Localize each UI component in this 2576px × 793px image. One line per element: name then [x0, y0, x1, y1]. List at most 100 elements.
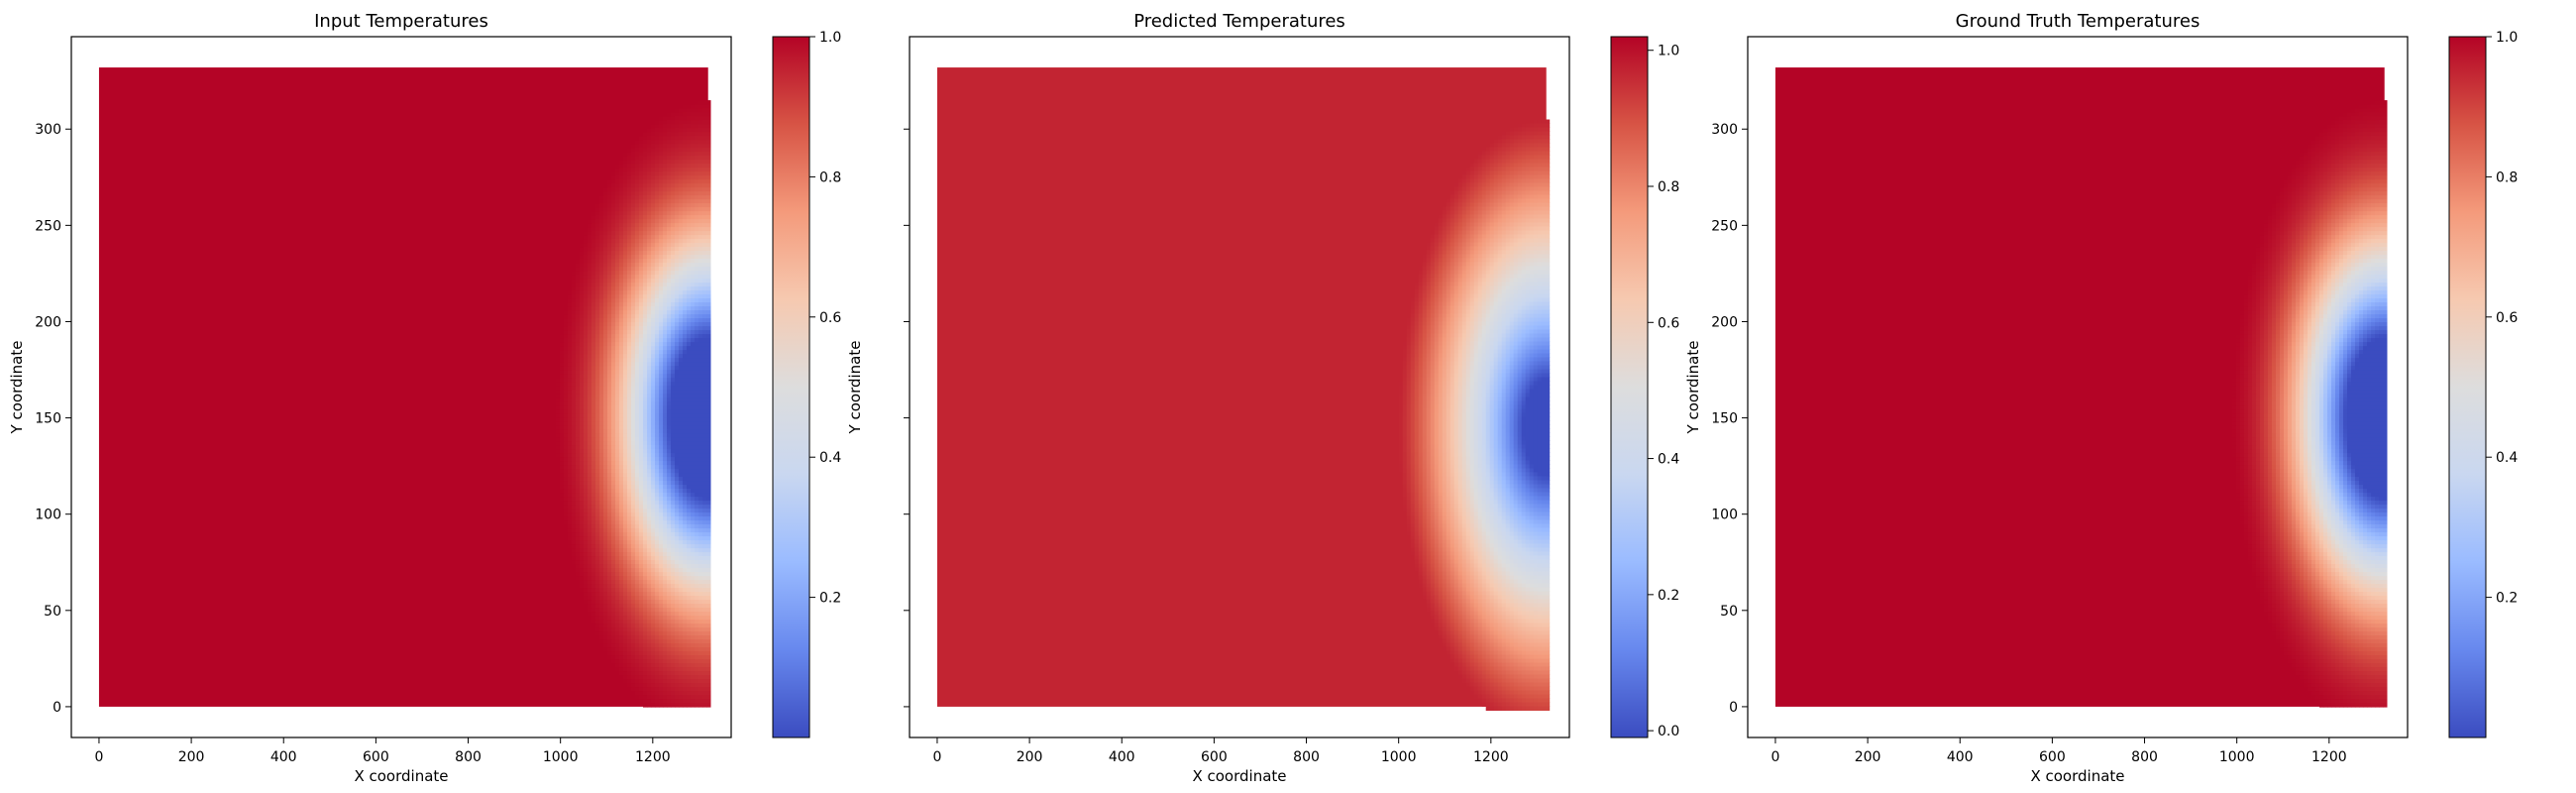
- heatmap-cell: [683, 267, 688, 272]
- heatmap-cell: [702, 338, 707, 343]
- heatmap-cell: [572, 441, 577, 446]
- heatmap-cell: [643, 643, 648, 648]
- heatmap-cell: [663, 120, 668, 125]
- heatmap-cell: [683, 104, 688, 109]
- heatmap-cell: [695, 231, 699, 236]
- heatmap-cell: [615, 429, 620, 434]
- heatmap-cell: [1541, 119, 1547, 124]
- heatmap-cell: [556, 429, 561, 434]
- heatmap-cell: [619, 604, 624, 609]
- heatmap-cell: [671, 437, 676, 442]
- heatmap-cell: [643, 683, 648, 688]
- heatmap-cell: [627, 275, 632, 280]
- heatmap-cell: [679, 314, 684, 319]
- heatmap-cell: [560, 366, 565, 371]
- heatmap-cell: [603, 318, 608, 323]
- heatmap-cell: [607, 263, 612, 268]
- heatmap-cell: [683, 302, 688, 307]
- heatmap-cell: [647, 588, 652, 593]
- heatmap-cell: [706, 156, 711, 161]
- heatmap-cell: [631, 536, 636, 541]
- heatmap-cell: [663, 695, 668, 700]
- heatmap-cell: [584, 461, 589, 466]
- heatmap-cell: [572, 449, 577, 454]
- heatmap-cell: [698, 302, 703, 307]
- heatmap-cell: [655, 397, 660, 402]
- heatmap-cell: [603, 326, 608, 331]
- heatmap-cell: [643, 469, 648, 474]
- heatmap-cell: [695, 457, 699, 462]
- heatmap-cell: [695, 179, 699, 184]
- heatmap-cell: [679, 501, 684, 506]
- heatmap-cell: [568, 302, 573, 307]
- heatmap-cell: [706, 286, 711, 291]
- heatmap-cell: [702, 366, 707, 371]
- heatmap-cell: [591, 334, 596, 339]
- heatmap-cell: [576, 473, 581, 478]
- heatmap-cell: [667, 580, 672, 585]
- heatmap-cell: [584, 255, 589, 260]
- heatmap-cell: [623, 493, 628, 498]
- heatmap-cell: [702, 433, 707, 438]
- heatmap-cell: [698, 425, 703, 430]
- heatmap-cell: [675, 164, 680, 169]
- heatmap-cell: [683, 481, 688, 486]
- heatmap-cell: [631, 540, 636, 545]
- heatmap-cell: [706, 612, 711, 617]
- heatmap-cell: [615, 275, 620, 280]
- heatmap-cell: [619, 283, 624, 287]
- heatmap-cell: [655, 179, 660, 184]
- heatmap-cell: [607, 453, 612, 458]
- heatmap-cell: [702, 421, 707, 426]
- heatmap-cell: [698, 687, 703, 692]
- heatmap-cell: [580, 417, 585, 422]
- heatmap-cell: [695, 100, 699, 105]
- heatmap-cell: [611, 302, 616, 307]
- heatmap-cell: [691, 338, 696, 343]
- heatmap-cell: [687, 505, 692, 510]
- heatmap-cell: [679, 271, 684, 276]
- heatmap-cell: [580, 501, 585, 506]
- heatmap-cell: [667, 179, 672, 184]
- heatmap-cell: [611, 175, 616, 180]
- heatmap-cell: [675, 350, 680, 355]
- heatmap-cell: [706, 342, 711, 347]
- heatmap-cell: [691, 223, 696, 228]
- heatmap-cell: [671, 544, 676, 549]
- heatmap-cell: [639, 584, 644, 589]
- heatmap-cell: [679, 112, 684, 117]
- heatmap-cell: [599, 330, 604, 335]
- heatmap-cell: [691, 294, 696, 299]
- heatmap-cell: [572, 366, 577, 371]
- heatmap-cell: [603, 453, 608, 458]
- heatmap-cell: [576, 453, 581, 458]
- heatmap-cell: [698, 683, 703, 688]
- heatmap-cell: [603, 560, 608, 565]
- heatmap-cell: [615, 616, 620, 621]
- heatmap-cell: [611, 505, 616, 510]
- heatmap-cell: [619, 362, 624, 367]
- heatmap-cell: [651, 120, 656, 125]
- heatmap-cell: [706, 568, 711, 573]
- heatmap-cell: [568, 421, 573, 426]
- heatmap-cell: [647, 223, 652, 228]
- heatmap-cell: [706, 552, 711, 557]
- heatmap-cell: [560, 493, 565, 498]
- heatmap-cell: [584, 512, 589, 517]
- heatmap-cell: [647, 663, 652, 668]
- heatmap-cell: [675, 699, 680, 704]
- heatmap-cell: [615, 290, 620, 295]
- heatmap-cell: [576, 255, 581, 260]
- heatmap-cell: [659, 405, 664, 410]
- heatmap-cell: [560, 409, 565, 414]
- heatmap-cell: [647, 596, 652, 601]
- heatmap-cell: [631, 302, 636, 307]
- heatmap-cell: [611, 286, 616, 291]
- heatmap-cell: [580, 445, 585, 450]
- heatmap-cell: [572, 382, 577, 387]
- heatmap-cell: [623, 215, 628, 220]
- heatmap-cell: [599, 445, 604, 450]
- heatmap-cell: [635, 635, 640, 640]
- heatmap-cell: [635, 568, 640, 573]
- heatmap-cell: [627, 620, 632, 624]
